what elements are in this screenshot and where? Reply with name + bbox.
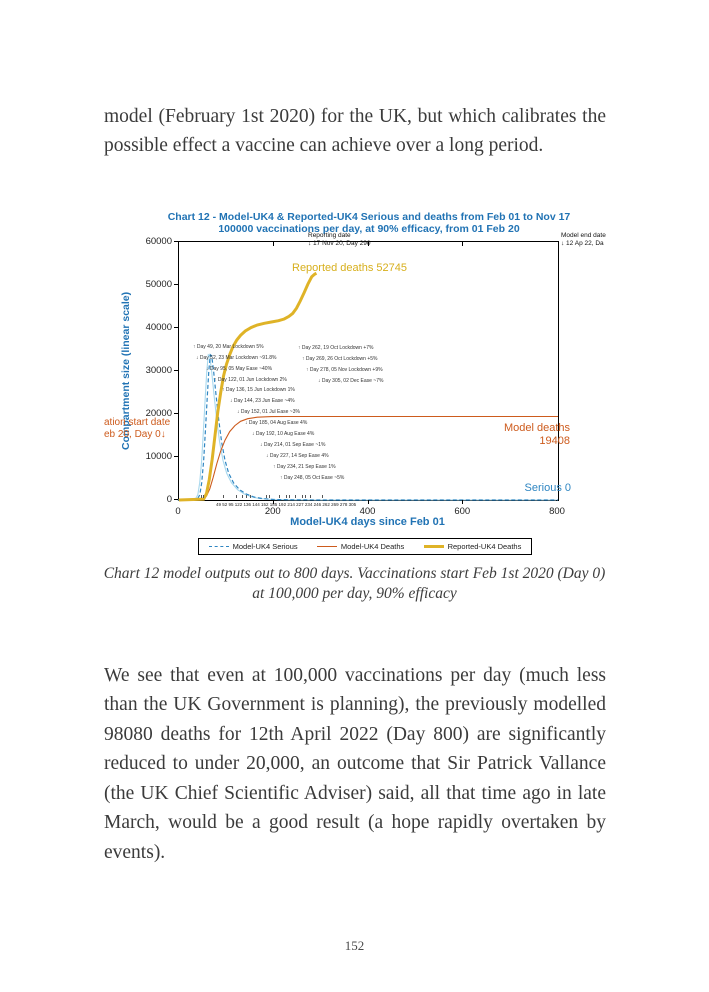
model-end-date-annotation: Model end date ↓ 12 Ap 22, Da	[561, 232, 606, 247]
legend-swatch-line	[208, 546, 229, 547]
y-tick-label: 40000	[145, 322, 172, 333]
x-axis-label: Model-UK4 days since Feb 01	[290, 516, 445, 528]
x-tick-label: 600	[454, 506, 471, 517]
model-end-line2: ↓ 12 Ap 22, Da	[561, 239, 604, 247]
legend-label: Reported-UK4 Deaths	[447, 542, 522, 551]
y-tick-label: 30000	[145, 365, 172, 376]
reporting-date-line2: ↓ 17 Nov 20, Day 290	[308, 239, 371, 247]
body-paragraph-bottom: We see that even at 100,000 vaccinations…	[104, 664, 606, 863]
x-tick-mark-top	[367, 242, 369, 246]
event-day-tick	[242, 495, 244, 498]
body-paragraph-top: model (February 1st 2020) for the UK, bu…	[104, 105, 606, 157]
model-deaths-annotation: Model deaths 19408	[504, 422, 570, 448]
legend-swatch-line	[316, 546, 337, 547]
event-annotation: ↑ Day 269, 26 Oct Lockdown +5%	[302, 356, 378, 362]
x-tick-label: 400	[359, 506, 376, 517]
event-day-tick	[202, 495, 204, 498]
figure-caption-line1: Chart 12 model outputs out to 800 days. …	[103, 565, 606, 582]
event-day-tick	[285, 495, 287, 498]
vacc-start-line1: ation start date	[104, 417, 171, 428]
event-annotation: ↓ Day 214, 01 Sep Ease ~1%	[260, 442, 326, 448]
figure-caption-line2: at 100,000 per day, 90% efficacy	[252, 585, 457, 602]
y-tick-mark	[174, 499, 178, 500]
event-day-tick-labels: 49 52 95 122 136 144 152 185 192 214 227…	[216, 502, 357, 507]
chart-title: Chart 12 - Model-UK4 & Reported-UK4 Seri…	[167, 211, 571, 223]
x-tick-label: 0	[175, 506, 181, 517]
event-annotation: ↑ Day 136, 15 Jun Lockdown 1%	[222, 387, 295, 393]
x-tick-label: 800	[549, 506, 565, 517]
event-annotation: ↓ Day 227, 14 Sep Ease 4%	[266, 453, 329, 459]
y-tick-label: 10000	[145, 451, 172, 462]
event-day-tick	[322, 495, 324, 498]
reporting-date-line1: Reporting date	[308, 232, 351, 239]
reporting-date-annotation: Reporting date ↓ 17 Nov 20, Day 290	[308, 232, 371, 247]
event-day-tick	[302, 495, 304, 498]
y-tick-mark	[174, 456, 178, 457]
y-tick-mark	[174, 284, 178, 285]
y-tick-label: 0	[166, 494, 172, 505]
x-tick-label: 200	[264, 506, 281, 517]
model-deaths-line1: Model deaths	[503, 422, 570, 434]
event-annotation: ↑ Day 122, 01 Jun Lockdown 2%	[214, 377, 287, 383]
event-annotation: ↓ Day 192, 10 Aug Ease 4%	[252, 431, 315, 437]
chart-subtitle: 100000 vaccinations per day, at 90% effi…	[218, 223, 520, 235]
event-annotation: ↓ Day 95, 05 May Ease ~40%	[206, 366, 273, 372]
legend-label: Model-UK4 Deaths	[340, 542, 405, 551]
x-tick-mark-top	[462, 242, 464, 246]
y-tick-label: 60000	[145, 236, 172, 247]
event-annotation: ↓ Day 52, 23 Mar Lockdown ~91.8%	[196, 355, 277, 361]
reported-deaths-annotation: Reported deaths 52745	[292, 262, 407, 274]
event-day-tick	[309, 495, 311, 498]
page-number: 152	[344, 938, 365, 953]
legend-entry: Model-UK4 Serious	[208, 542, 298, 551]
event-day-tick	[250, 495, 251, 498]
serious-end-annotation: Serious 0	[524, 482, 571, 494]
event-annotation: ↑ Day 234, 21 Sep Ease 1%	[273, 464, 336, 470]
model-deaths-line2: 19408	[539, 435, 570, 447]
x-tick-mark-bottom	[462, 500, 464, 504]
event-annotation: ↓ Day 144, 23 Jun Ease ~4%	[230, 398, 295, 404]
event-day-tick	[223, 495, 224, 498]
event-annotation: ↓ Day 305, 02 Dec Ease ~7%	[318, 378, 384, 384]
x-tick-mark-bottom	[367, 500, 369, 504]
vacc-start-line2: eb 20, Day 0↓	[104, 429, 166, 440]
y-tick-mark	[174, 370, 178, 371]
event-day-tick	[288, 495, 290, 498]
y-tick-label: 50000	[145, 279, 172, 290]
event-annotation: ↑ Day 49, 20 Mar Lockdown 5%	[193, 344, 264, 350]
event-annotation: ↓ Day 185, 04 Aug Ease 4%	[245, 420, 308, 426]
event-day-tick	[294, 495, 296, 498]
event-annotation: ↑ Day 278, 05 Nov Lockdown +9%	[306, 367, 383, 373]
event-day-tick	[201, 495, 203, 498]
legend-swatch-line	[423, 545, 444, 548]
event-day-tick	[235, 495, 237, 498]
x-tick-mark-bottom	[272, 500, 274, 504]
plot-area	[176, 241, 559, 502]
y-tick-label: 20000	[145, 408, 172, 419]
legend-entry: Model-UK4 Deaths	[316, 542, 405, 551]
event-day-tick	[305, 495, 307, 498]
series-line-model-uk4-serious	[178, 353, 558, 501]
legend-label: Model-UK4 Serious	[232, 542, 298, 551]
event-day-tick	[265, 495, 267, 498]
y-tick-mark	[174, 241, 178, 242]
model-end-line1: Model end date	[561, 232, 606, 239]
chart-series-canvas	[176, 271, 558, 502]
legend-entry: Reported-UK4 Deaths	[423, 542, 522, 551]
chart-12-figure: Chart 12 - Model-UK4 & Reported-UK4 Seri…	[104, 211, 634, 563]
chart-legend: Model-UK4 Serious Model-UK4 Deaths Reporte…	[198, 538, 532, 555]
event-annotation: ↓ Day 152, 01 Jul Ease ~3%	[237, 409, 300, 415]
event-annotation: ↑ Day 262, 19 Oct Lockdown +7%	[298, 345, 374, 351]
x-tick-mark-top	[272, 242, 274, 246]
event-day-tick	[279, 495, 281, 498]
y-tick-mark	[174, 327, 178, 328]
y-tick-mark	[174, 413, 178, 414]
event-day-tick	[268, 495, 270, 498]
vaccination-start-annotation: ation start date eb 20, Day 0↓	[104, 417, 170, 441]
event-annotation: ↑ Day 248, 05 Oct Ease ~5%	[280, 475, 345, 481]
event-day-tick	[246, 495, 248, 498]
series-line-reported-uk4-deaths	[178, 271, 318, 502]
